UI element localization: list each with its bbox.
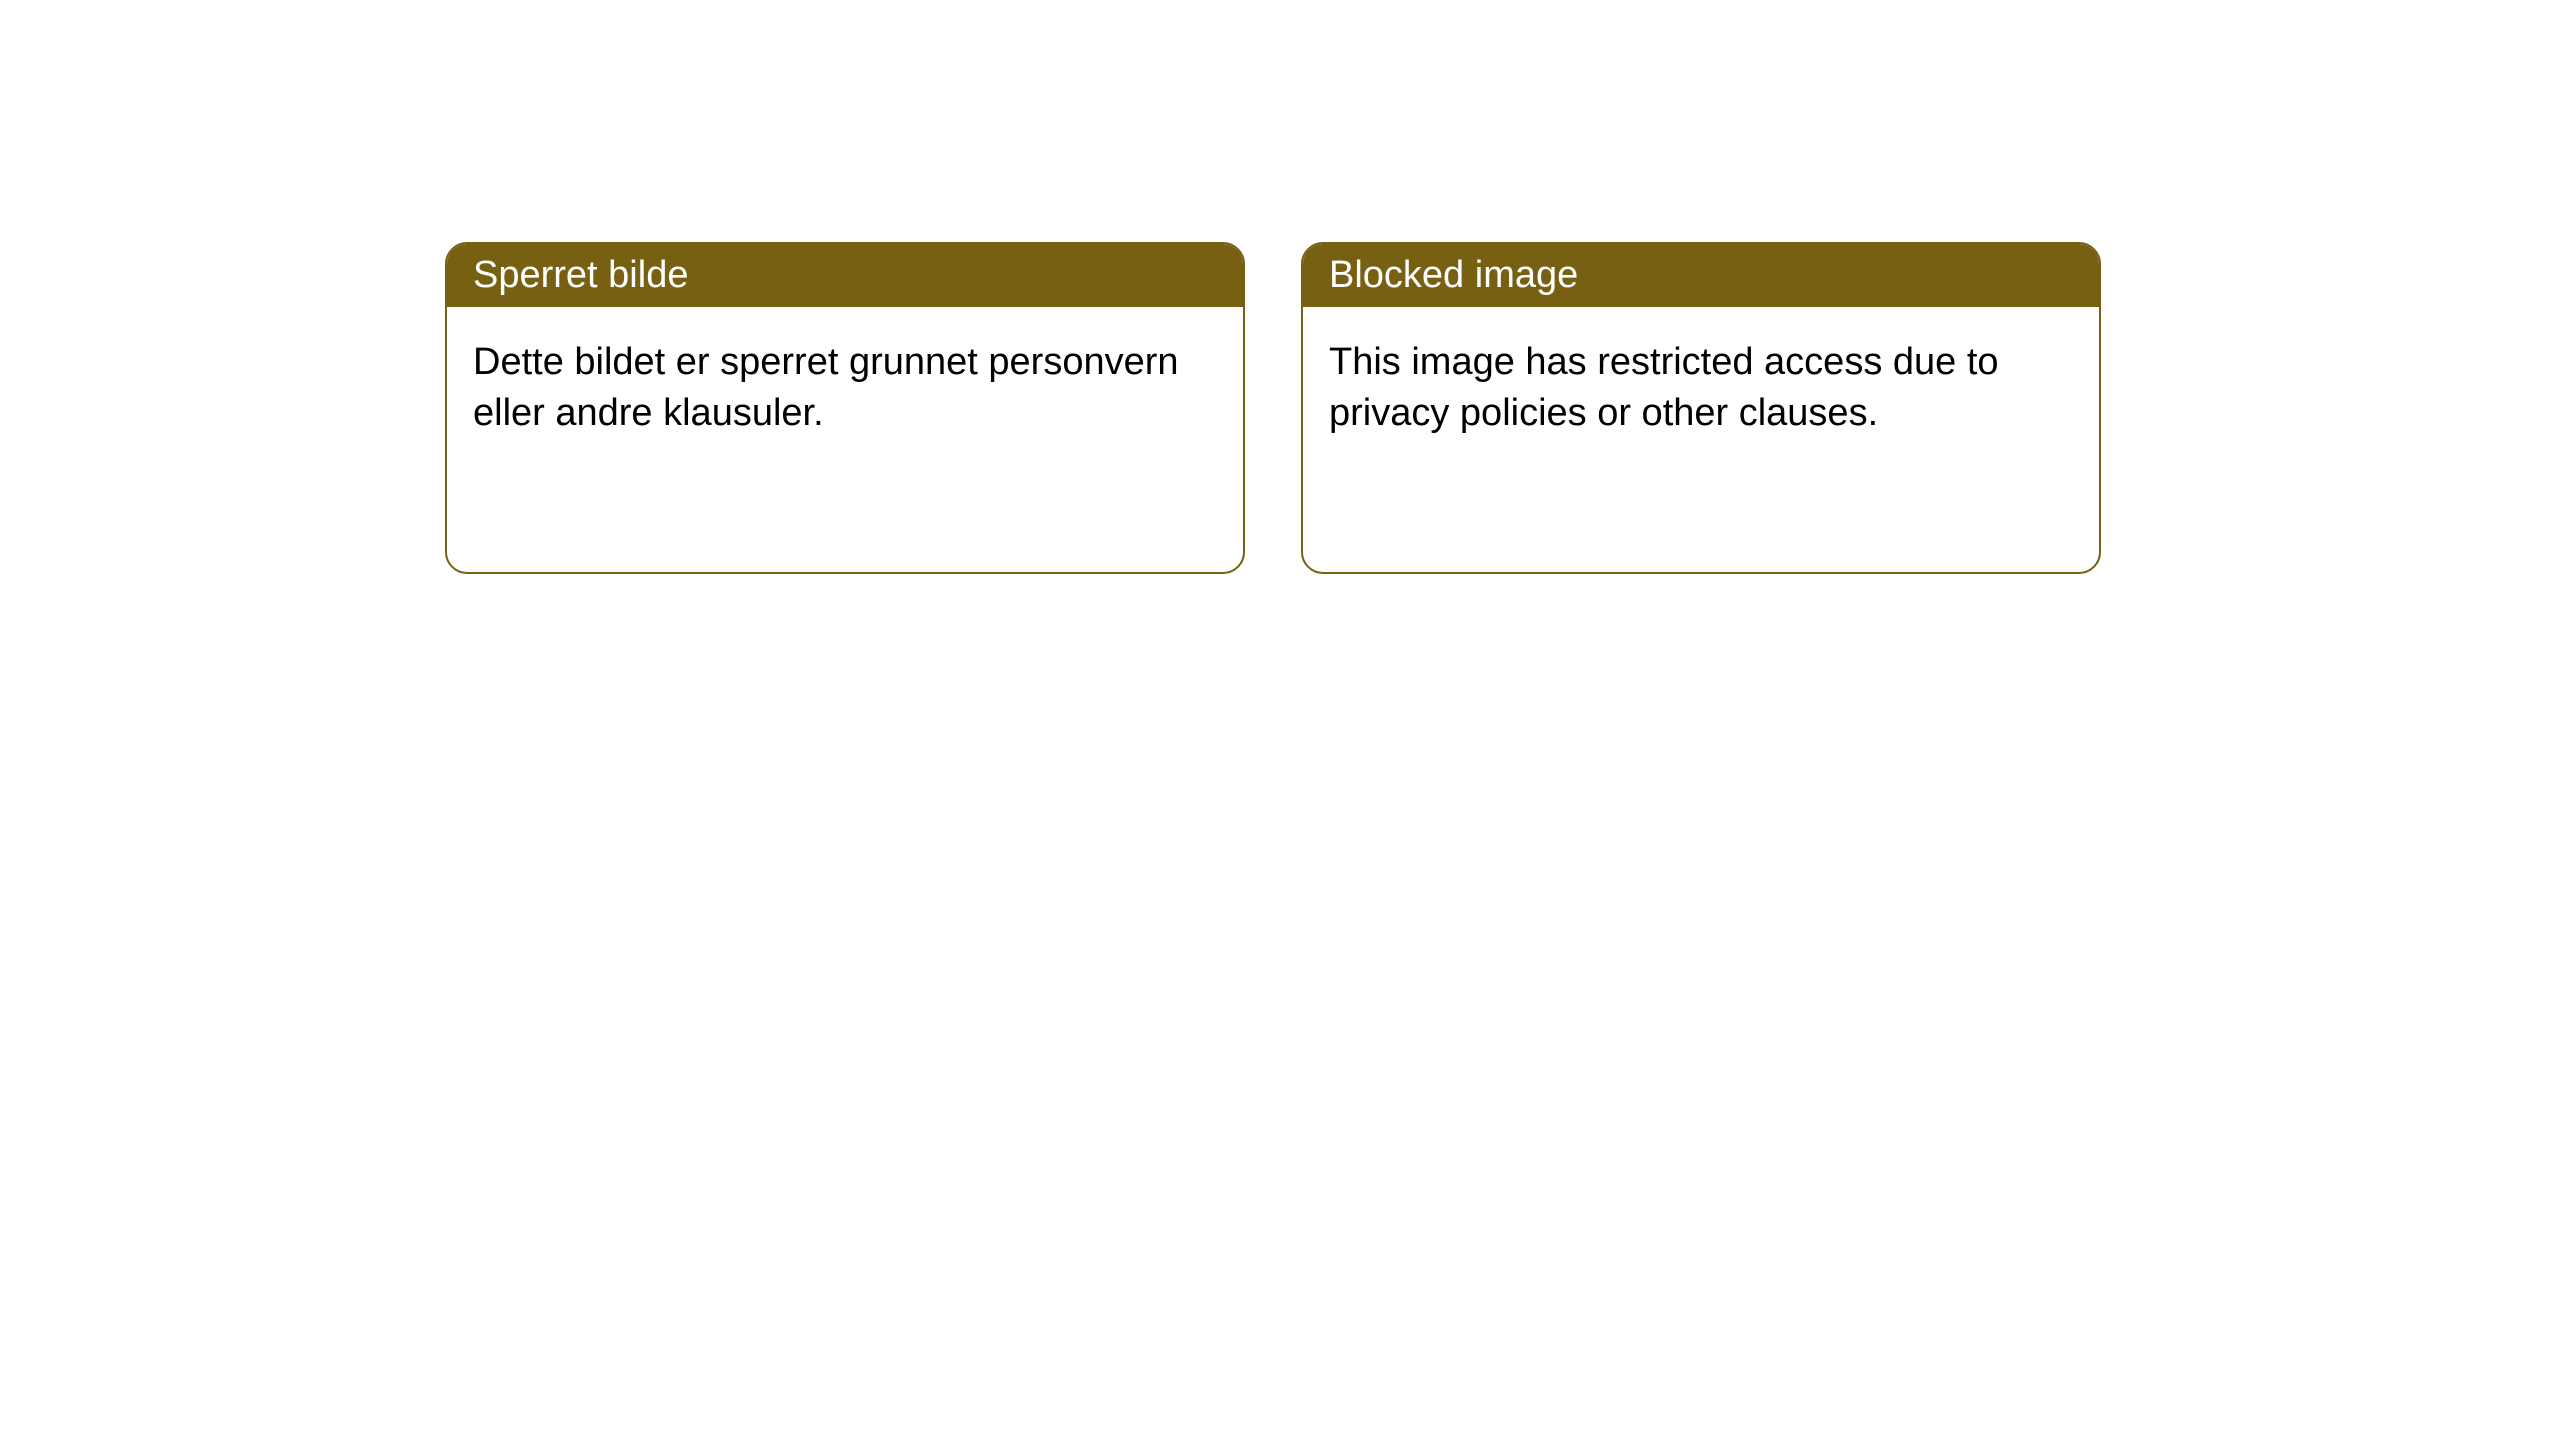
notice-body: Dette bildet er sperret grunnet personve… xyxy=(447,307,1243,470)
notice-title: Sperret bilde xyxy=(473,254,688,296)
notice-box-norwegian: Sperret bilde Dette bildet er sperret gr… xyxy=(445,242,1245,574)
notice-body: This image has restricted access due to … xyxy=(1303,307,2099,470)
notice-box-english: Blocked image This image has restricted … xyxy=(1301,242,2101,574)
notice-body-text: This image has restricted access due to … xyxy=(1329,341,1999,434)
notice-title: Blocked image xyxy=(1329,254,1578,296)
notice-header: Sperret bilde xyxy=(447,244,1243,307)
notice-body-text: Dette bildet er sperret grunnet personve… xyxy=(473,341,1179,434)
notice-container: Sperret bilde Dette bildet er sperret gr… xyxy=(0,0,2560,574)
notice-header: Blocked image xyxy=(1303,244,2099,307)
